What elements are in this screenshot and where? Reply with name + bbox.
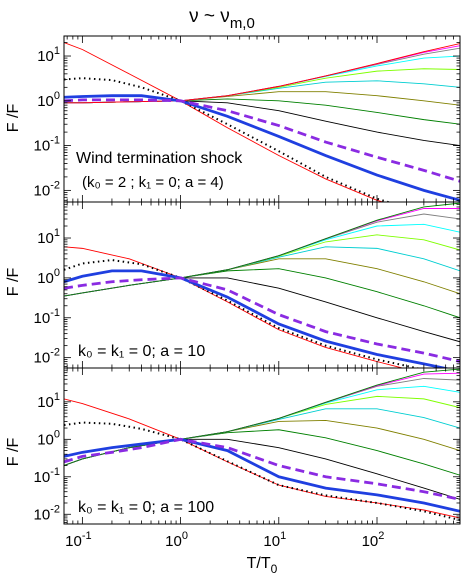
series-line-thin (64, 258, 460, 297)
panel-middle: 10-2 10-1 100 101 k₀ = k₁ = 0; a = 10 (34, 201, 461, 369)
y-tick-label: 10-2 (34, 179, 60, 199)
figure-title: ν ~ νm,0 (189, 6, 255, 32)
x-axis-label: T/T0 (247, 555, 278, 576)
series-line-thin (64, 213, 460, 297)
svg-text:F /F: F /F (5, 438, 22, 467)
x-ticks (66, 36, 461, 202)
series-line-thin (64, 378, 460, 466)
plot-frame (63, 367, 461, 525)
y-tick-label: 100 (37, 90, 60, 110)
x-tick-label: 101 (263, 530, 286, 550)
series-line-dashed (64, 98, 460, 183)
x-tick-label: 10-1 (65, 530, 91, 550)
y-tick-label: 101 (37, 45, 60, 65)
x-tick-label: 102 (362, 530, 385, 550)
plot-area (64, 368, 460, 522)
series-line-thick (64, 269, 451, 368)
y-tick-label: 10-1 (34, 307, 60, 327)
y-tick-label: 100 (37, 428, 60, 448)
y-tick-label: 10-2 (34, 503, 60, 523)
annotation: k₀ = k₁ = 0; a = 100 (78, 499, 214, 516)
annotation: (k₀ = 2 ; k₁ = 0; a = 4) (82, 174, 224, 191)
series-line-thin (64, 43, 460, 104)
svg-text:F /F: F /F (5, 268, 22, 297)
series-line-thin (64, 91, 460, 106)
series-line-dashed (64, 276, 460, 363)
y-tick-label: 10-1 (34, 466, 60, 486)
series-line-dashed (64, 437, 460, 501)
series-line-thin (64, 45, 460, 104)
y-ticks (64, 201, 460, 367)
plot-area (64, 42, 460, 202)
y-axis-label-middle: F /F (5, 268, 22, 297)
x-ticks (66, 202, 461, 368)
y-tick-label: 100 (37, 267, 60, 287)
y-ticks (64, 42, 460, 201)
series-line-thin (64, 208, 460, 297)
y-tick-label: 101 (37, 227, 60, 247)
series-line-dotted (64, 421, 460, 522)
annotation: k₀ = k₁ = 0; a = 10 (78, 343, 205, 360)
series-line-thin (64, 42, 385, 202)
panel-top: 10-2 10-1 100 101 Wind termination shock (k₀ … (34, 35, 461, 203)
x-ticks (66, 368, 461, 524)
series-line-thin (64, 234, 460, 297)
y-tick-label: 10-1 (34, 135, 60, 155)
annotation: Wind termination shock (76, 150, 243, 167)
series-line-thin (64, 68, 460, 104)
y-ticks (64, 367, 460, 523)
y-tick-label: 10-2 (34, 347, 60, 367)
y-axis-label-bottom: F /F (5, 438, 22, 467)
series-line-thick (64, 94, 460, 202)
series-line-thin (64, 385, 460, 466)
y-tick-label: 101 (37, 391, 60, 411)
series-line-thin (64, 277, 460, 343)
series-line-thin (64, 268, 460, 319)
series-line-thin (64, 100, 460, 147)
svg-text:F /F: F /F (5, 104, 22, 133)
series-line-thick (64, 437, 460, 513)
x-tick-label: 100 (165, 530, 188, 550)
series-line-thin (64, 202, 460, 297)
y-axis-label-top: F /F (5, 104, 22, 133)
